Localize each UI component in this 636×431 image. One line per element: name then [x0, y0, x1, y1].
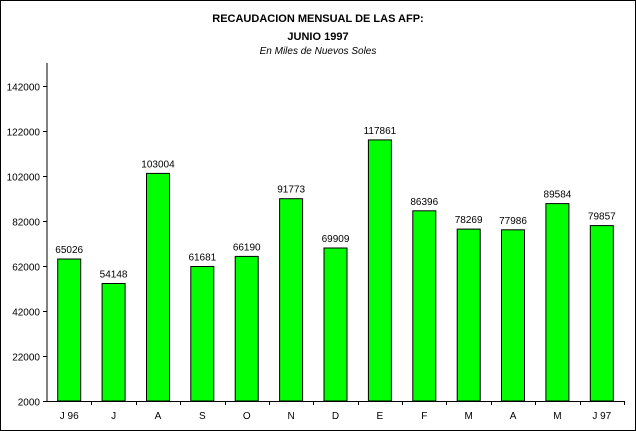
y-tick-label: 22000	[12, 353, 40, 364]
x-tick-label: A	[155, 411, 162, 422]
data-label: 91773	[277, 185, 305, 196]
data-label: 103004	[141, 159, 175, 170]
x-tick-label: O	[243, 411, 251, 422]
bar	[545, 203, 570, 402]
data-label: 78269	[455, 215, 483, 226]
x-tick-label: J 97	[592, 411, 611, 422]
bar	[101, 283, 126, 402]
y-axis: 2000 22000 42000 62000 82000 102000 122000 1420…	[7, 63, 48, 409]
bar	[279, 198, 304, 402]
bar	[323, 247, 348, 402]
y-tick-label: 2000	[18, 398, 41, 409]
data-label: 65026	[55, 245, 83, 256]
data-label: 79857	[588, 212, 616, 223]
y-tick-label: 62000	[12, 263, 40, 274]
data-label: 89584	[544, 190, 572, 201]
bar	[367, 139, 392, 402]
bar	[589, 225, 614, 402]
data-labels: 65026 54148 103004 61681 66190 91773 69909 1178…	[55, 126, 616, 281]
x-tick-label: S	[199, 411, 206, 422]
x-axis: J 96 J A S O N D E F M A M J 97	[47, 401, 625, 422]
bar	[190, 266, 215, 402]
y-tick-label: 102000	[7, 173, 41, 184]
chart-subtitle: JUNIO 1997	[287, 31, 349, 43]
data-label: 66190	[233, 242, 261, 253]
bar	[146, 172, 170, 402]
data-label: 69909	[322, 234, 350, 245]
data-label: 61681	[188, 253, 216, 264]
x-tick-label: J	[111, 411, 116, 422]
bars	[57, 139, 614, 402]
y-tick-label: 82000	[12, 218, 40, 229]
data-label: 117861	[364, 126, 397, 137]
data-label: 77986	[499, 216, 527, 227]
data-label: 54148	[100, 270, 128, 281]
x-tick-label: F	[421, 411, 427, 422]
data-label: 86396	[410, 197, 438, 208]
x-tick-label: D	[332, 411, 339, 422]
x-tick-label: M	[464, 411, 472, 422]
x-tick-label: M	[553, 411, 561, 422]
chart-units-note: En Miles de Nuevos Soles	[259, 46, 377, 57]
bar	[234, 255, 259, 402]
bar	[412, 210, 437, 402]
x-tick-label: J 96	[60, 411, 79, 422]
x-tick-label: A	[510, 411, 517, 422]
chart-title: RECAUDACION MENSUAL DE LAS AFP:	[212, 13, 424, 25]
x-tick-label: E	[377, 411, 384, 422]
y-tick-label: 42000	[12, 308, 40, 319]
y-tick-label: 142000	[7, 83, 41, 94]
y-tick-label: 122000	[7, 128, 41, 139]
bar	[456, 228, 481, 402]
bar	[57, 258, 82, 402]
x-tick-label: N	[287, 411, 294, 422]
bar	[501, 229, 525, 402]
